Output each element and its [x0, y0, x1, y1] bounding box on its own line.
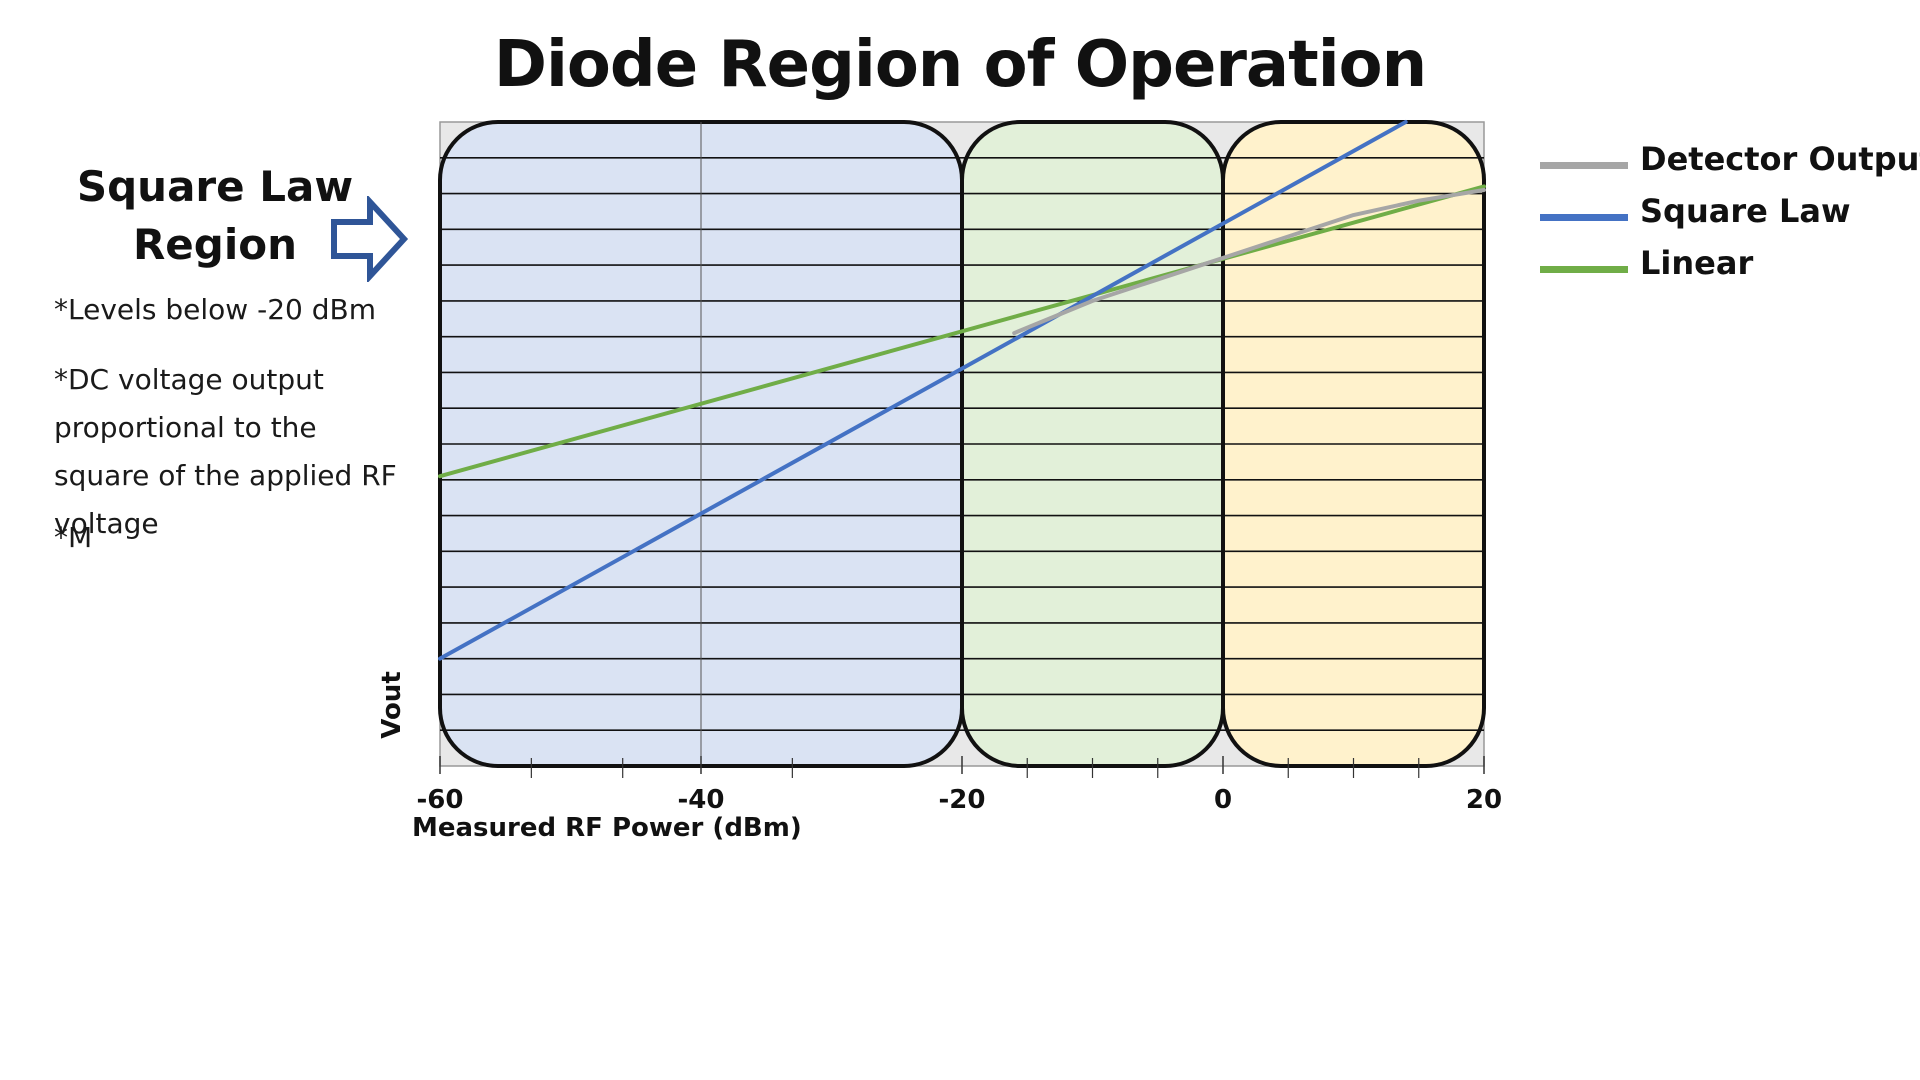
note-levels: *Levels below -20 dBm [54, 293, 376, 326]
legend-label-square-law: Square Law [1640, 192, 1851, 230]
heading-line-2: Region [132, 220, 298, 269]
legend-label-linear: Linear [1640, 244, 1754, 282]
legend-swatch-square-law [1540, 214, 1628, 221]
x-axis-label: Measured RF Power (dBm) [412, 813, 802, 843]
x-tick-label: -20 [939, 785, 986, 815]
square-law-region-heading: Square Law Region [70, 158, 360, 274]
x-tick-label: 20 [1466, 785, 1502, 815]
heading-line-1: Square Law [76, 162, 354, 211]
series-line-square-law [438, 120, 1408, 661]
series-line-detector-output [1012, 187, 1486, 336]
x-tick-label: -40 [678, 785, 725, 815]
note-dc-voltage: *DC voltage output proportional to the s… [54, 363, 397, 540]
right-arrow-icon [331, 196, 409, 282]
x-tick-label: -60 [417, 785, 464, 815]
x-tick-label: 0 [1214, 785, 1232, 815]
note-partial: *M [54, 521, 93, 554]
series-line-linear [438, 184, 1486, 479]
chart-title: Diode Region of Operation [493, 28, 1427, 102]
legend-label-detector-output: Detector Output [1640, 140, 1920, 178]
legend-swatch-linear [1540, 266, 1628, 273]
y-axis-label: Vout [377, 671, 407, 739]
legend-swatch-detector-output [1540, 162, 1628, 169]
